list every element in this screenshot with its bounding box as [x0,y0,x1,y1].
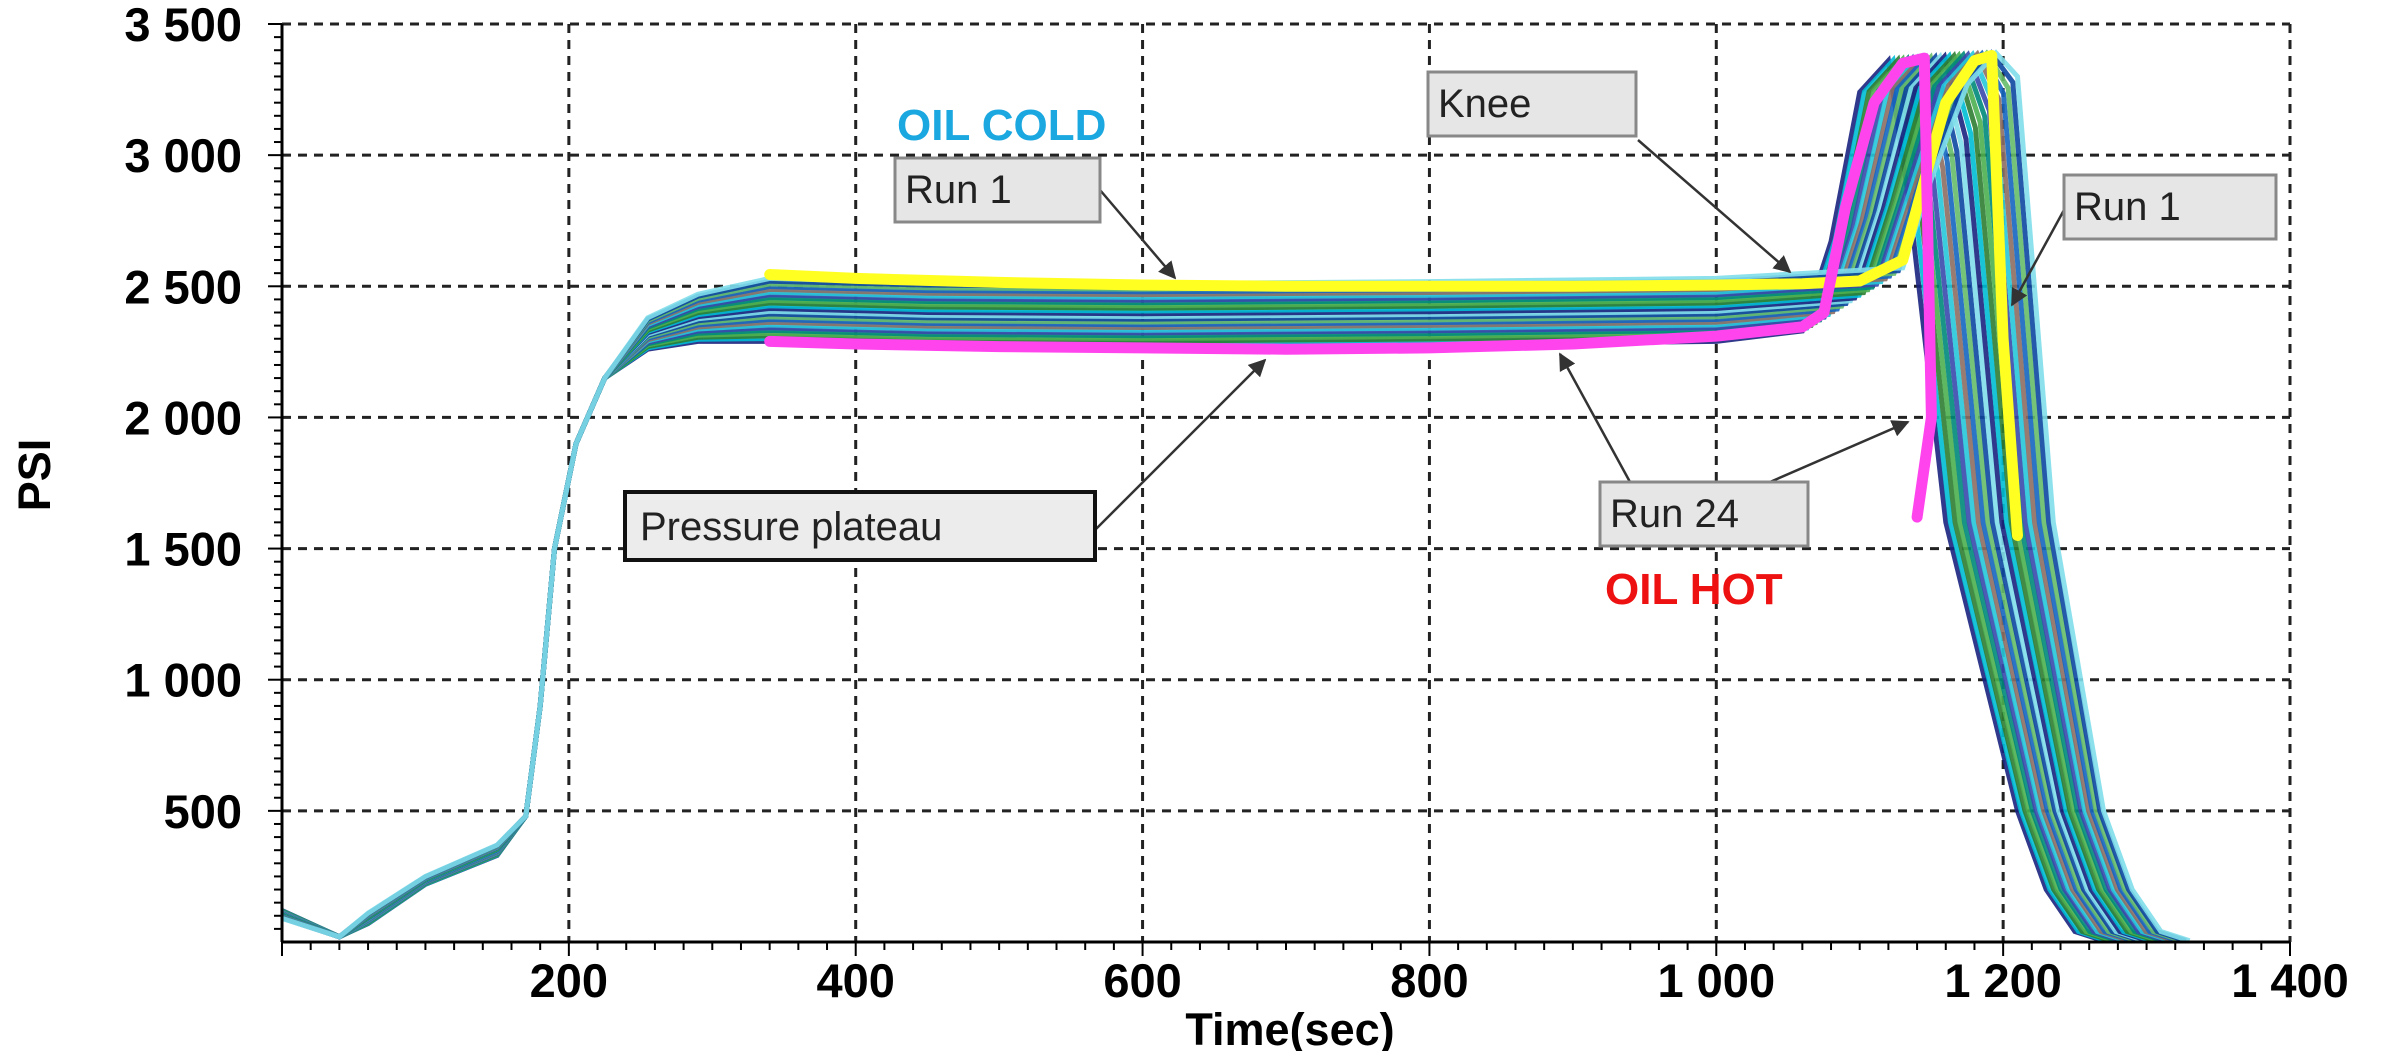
callout-run-1-hot: Run 1 [2062,173,2278,241]
svg-text:Run 1: Run 1 [905,168,1012,212]
y-tick-label: 3 500 [124,0,242,51]
x-tick-label: 1 200 [1944,954,2062,1007]
arrow-run-24-left [1558,352,1632,483]
callout-run-1-cold: Run 1 [893,156,1102,224]
arrow-run-24-right [1769,420,1910,484]
x-tick-label: 600 [1103,954,1181,1007]
tick-labels: 200 400 600 800 1 000 1 200 1 400 500 1 000 1 500… [124,0,2348,1007]
y-tick-label: 2 000 [124,391,242,444]
x-tick-label: 800 [1390,954,1468,1007]
svg-text:Pressure plateau: Pressure plateau [640,505,942,549]
arrow-knee [1637,139,1792,274]
y-tick-label: 2 500 [124,260,242,313]
series-line-run-1 [764,50,2023,541]
x-tick-label: 400 [817,954,895,1007]
series-line-run-24 [764,52,1937,523]
arrow-run-1-cold [1099,189,1177,280]
label-oil-hot: OIL HOT [1605,565,1783,614]
svg-text:Run 24: Run 24 [1610,492,1739,536]
y-tick-label: 1 500 [124,523,242,576]
axes [268,23,2291,956]
svg-text:Knee: Knee [1438,82,1531,126]
svg-text:Run 1: Run 1 [2074,185,2181,229]
run-line [280,55,2105,944]
run-line [280,54,2109,944]
y-tick-label: 3 000 [124,129,242,182]
annotation-arrows [1094,139,2066,531]
y-tick-label: 500 [164,785,242,838]
x-tick-label: 200 [530,954,608,1007]
arrow-run-1-hot [2010,209,2066,307]
y-tick-label: 1 000 [124,654,242,707]
label-oil-cold: OIL COLD [897,101,1106,150]
callout-pressure-plateau: Pressure plateau [623,490,1097,562]
x-tick-label: 1 000 [1657,954,1775,1007]
callout-knee: Knee [1426,70,1638,138]
run-line [280,54,2112,944]
y-axis-title: PSI [9,439,60,512]
x-tick-label: 1 400 [2231,954,2349,1007]
callout-run-24: Run 24 [1598,480,1810,548]
x-axis-title: Time(sec) [1185,1004,1394,1051]
ensemble-runs [280,49,2191,944]
highlighted-runs [764,50,2023,541]
arrow-pressure-plateau [1094,358,1267,531]
